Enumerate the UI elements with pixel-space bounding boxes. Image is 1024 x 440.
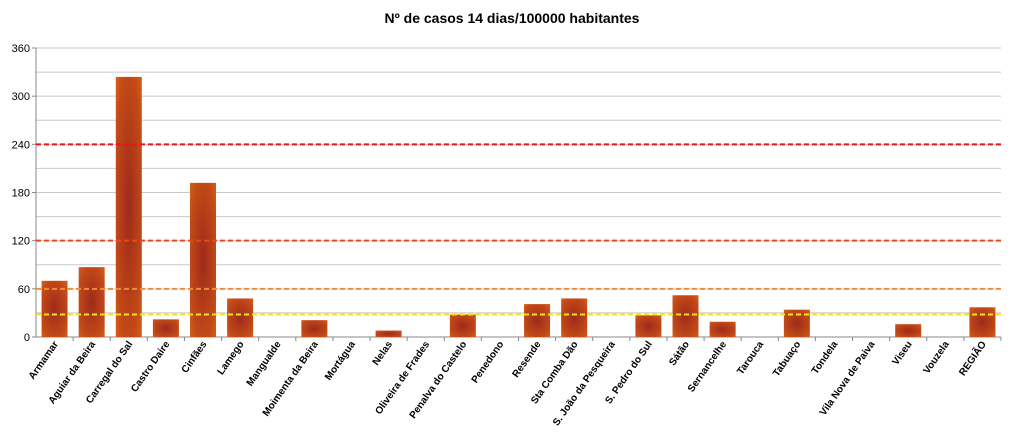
bar [524, 304, 551, 337]
y-tick-label: 240 [12, 139, 30, 151]
bar [78, 267, 105, 337]
x-tick-label: Vouzela [922, 339, 953, 376]
x-tick-label: Sernancelhe [686, 339, 729, 394]
y-tick-label: 180 [12, 188, 30, 200]
x-tick-label: Armamar [27, 339, 61, 381]
chart-title: Nº de casos 14 dias/100000 habitantes [384, 10, 640, 26]
bar [635, 315, 662, 337]
bar [672, 295, 699, 337]
bar [375, 330, 402, 337]
x-tick-label: Sátão [667, 339, 692, 368]
x-tick-label: Tabuaço [771, 339, 803, 378]
bar [449, 314, 476, 337]
y-tick-label: 360 [12, 43, 30, 55]
bar [895, 324, 922, 337]
x-tick-label: Penedono [470, 339, 507, 385]
y-tick-label: 0 [24, 332, 30, 344]
x-tick-label: S. João da Pesqueira [551, 339, 618, 428]
y-tick-label: 60 [18, 284, 30, 296]
x-tick-label: Castro Daire [129, 339, 172, 394]
y-tick-label: 300 [12, 91, 30, 103]
bar [152, 319, 179, 337]
bar [115, 76, 142, 338]
bar [709, 321, 736, 337]
bar [227, 298, 254, 337]
x-tick-label: Mortágua [323, 339, 358, 383]
bar [41, 280, 68, 337]
x-tick-label: Tarouca [735, 339, 766, 377]
bar [561, 298, 588, 337]
x-tick-label: Resende [511, 339, 544, 380]
bar [190, 182, 217, 337]
x-tick-label: Viseu [890, 339, 914, 367]
x-tick-label: Mangualde [245, 339, 284, 388]
x-tick-label: Tondela [810, 339, 841, 376]
bar [301, 320, 328, 337]
bar [969, 307, 996, 337]
y-tick-label: 120 [12, 236, 30, 248]
x-tick-label: Nelas [371, 339, 396, 368]
x-tick-label: Cinfães [180, 339, 210, 375]
x-tick-label: REGIÃO [956, 338, 989, 378]
x-tick-label: Lamego [216, 339, 247, 377]
